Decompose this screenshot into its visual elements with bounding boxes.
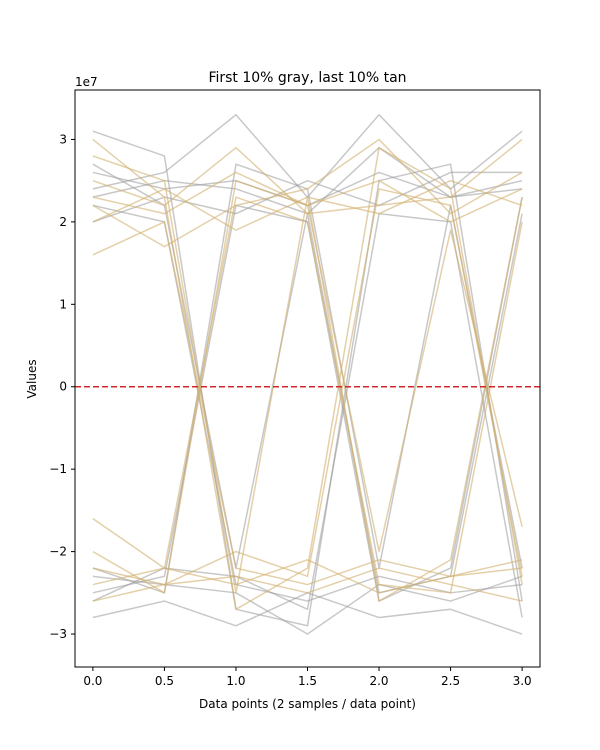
series-line-gray-5 [92, 113, 523, 198]
y-tick-label: −1 [49, 462, 67, 476]
x-tick-label: 2.0 [369, 674, 388, 688]
x-tick-label: 0.0 [83, 674, 102, 688]
series-line-tan-15 [92, 138, 523, 611]
x-tick-label: 1.5 [298, 674, 317, 688]
y-tick-label: 1 [59, 297, 67, 311]
x-tick-label: 1.0 [226, 674, 245, 688]
series-line-tan-20 [92, 179, 523, 594]
series-line-tan-18 [92, 559, 523, 594]
y-axis: −3 −2 −1 0 1 2 3 [49, 132, 75, 641]
y-tick-label: 3 [59, 132, 67, 146]
series-line-gray-3 [92, 130, 523, 627]
chart-title: First 10% gray, last 10% tan [208, 70, 406, 86]
series-line-tan-21 [92, 155, 523, 602]
series-line-tan-22 [92, 188, 523, 602]
y-tick-label: 2 [59, 215, 67, 229]
x-axis: 0.0 0.5 1.0 1.5 2.0 2.5 3.0 [83, 667, 532, 688]
series-line-tan-17 [92, 138, 523, 215]
x-tick-label: 3.0 [513, 674, 532, 688]
x-tick-label: 2.5 [441, 674, 460, 688]
series-layer [92, 113, 523, 635]
y-offset-label: 1e7 [75, 75, 98, 89]
series-line-tan-23 [92, 138, 523, 248]
x-tick-label: 0.5 [155, 674, 174, 688]
y-axis-label: Values [25, 359, 39, 398]
y-tick-label: 0 [59, 380, 67, 394]
x-axis-label: Data points (2 samples / data point) [199, 697, 416, 711]
y-tick-label: −3 [49, 627, 67, 641]
y-tick-label: −2 [49, 545, 67, 559]
